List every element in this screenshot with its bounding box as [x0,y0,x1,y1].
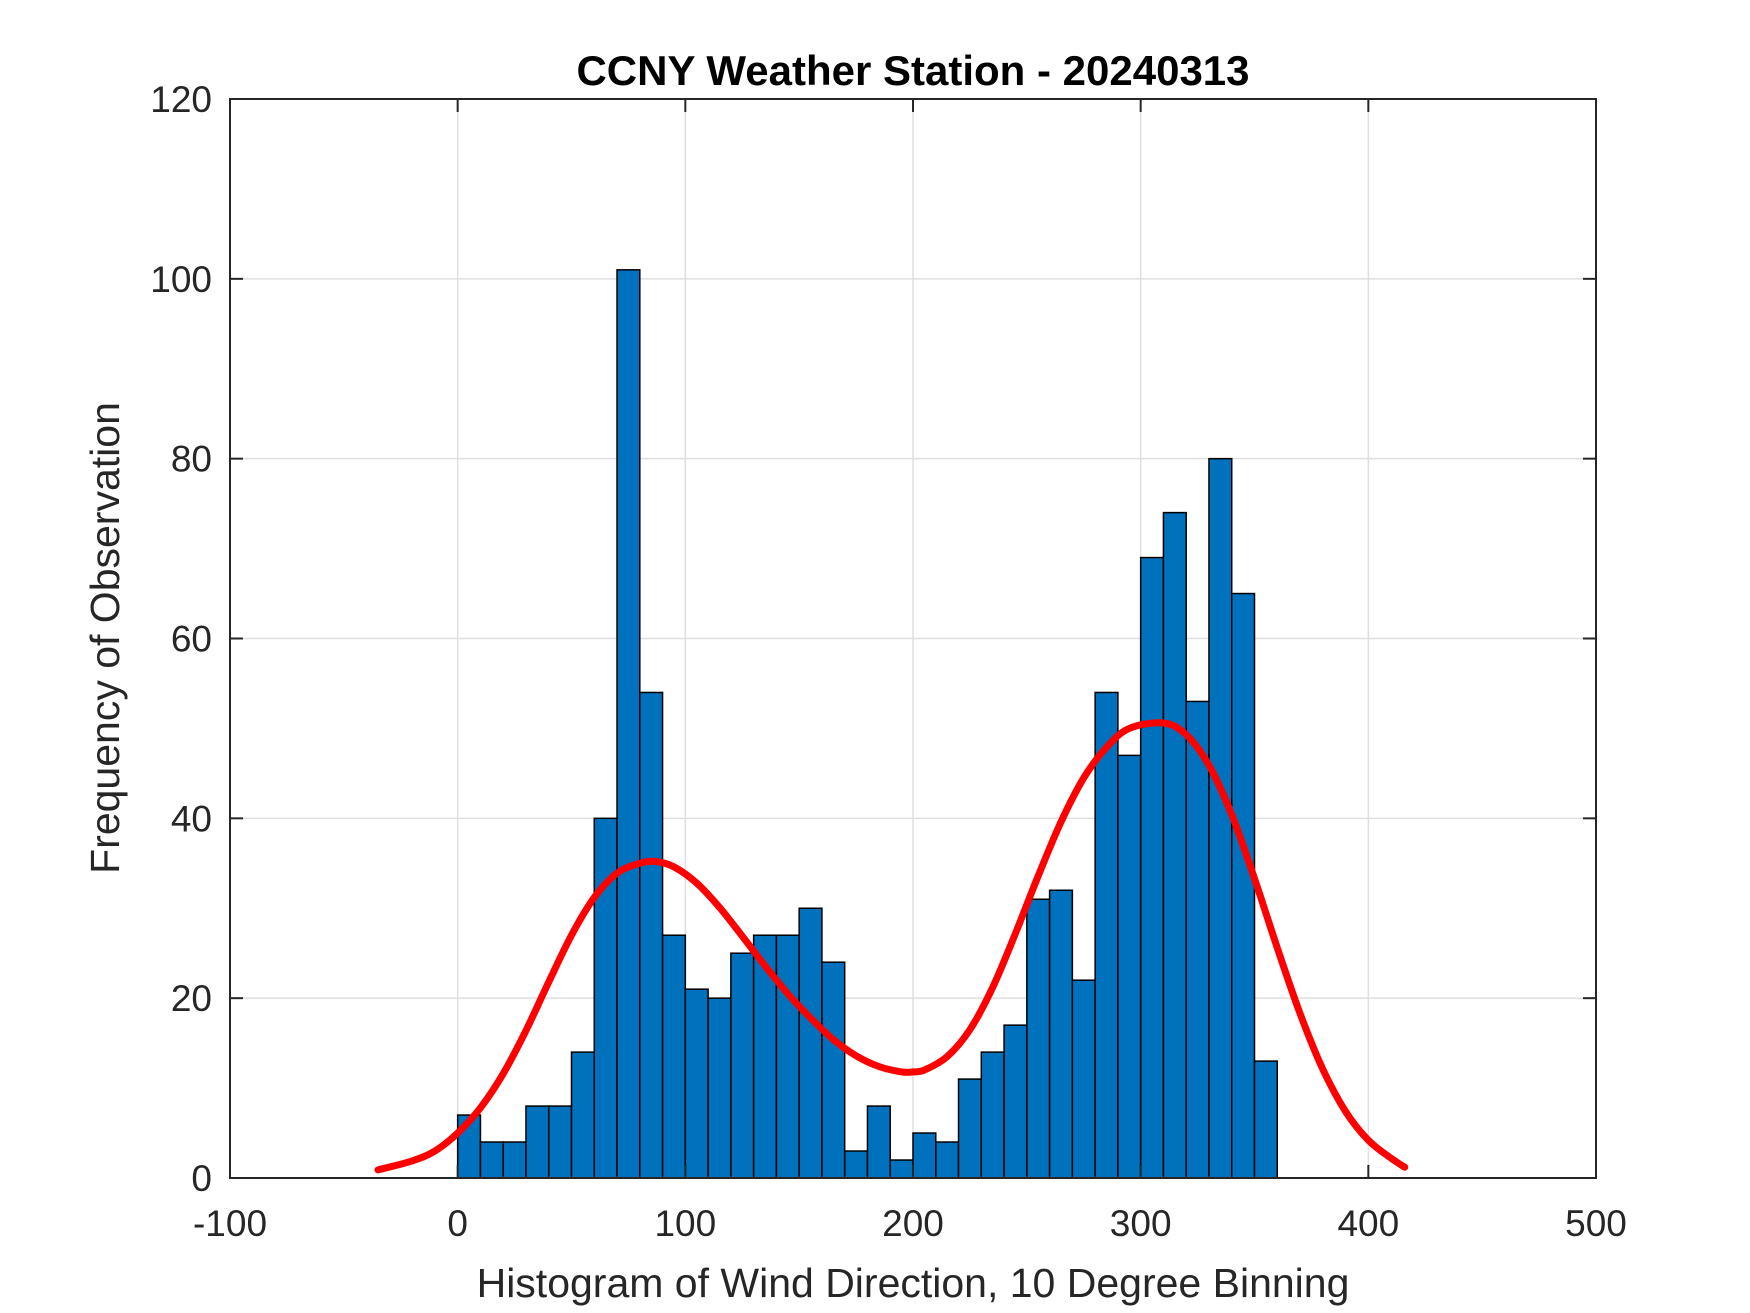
histogram-bar [661,934,687,1179]
x-tick-label: 400 [1337,1203,1399,1244]
histogram-bar [775,934,800,1179]
histogram-bar [821,961,846,1179]
tick-marks [229,98,1597,1179]
histogram-bar [1139,556,1165,1179]
histogram-bar [707,997,732,1179]
histogram-bar [1253,1060,1279,1179]
histogram-bar [479,1141,504,1179]
x-tick-label: 100 [654,1203,716,1244]
x-tick-label: 0 [447,1203,468,1244]
x-tick-labels: -100 0 100 200 300 400 500 [193,1203,1627,1244]
y-tick-label: 40 [171,798,212,839]
histogram-bar [1117,754,1142,1179]
y-tick-label: 20 [171,978,212,1019]
histogram-bar [502,1141,527,1179]
y-tick-label: 60 [171,619,212,660]
fit-curve-layer [374,719,1409,1174]
y-tick-label: 0 [191,1158,212,1199]
histogram-bar [1162,511,1187,1179]
y-tick-label: 120 [150,79,212,120]
histogram-bar [843,1150,869,1179]
histogram-bar [1003,1024,1028,1179]
x-tick-label: 200 [882,1203,944,1244]
histogram-bars [456,269,1279,1179]
histogram-bar [798,907,823,1179]
y-tick-label: 80 [171,439,212,480]
histogram-bar [730,952,755,1179]
histogram-bar [957,1078,983,1179]
histogram-bar [1026,898,1051,1179]
chart-title: CCNY Weather Station - 20240313 [576,47,1249,94]
fit-curve-line [374,719,1409,1174]
x-tick-label: -100 [193,1203,267,1244]
histogram-bar [1208,457,1233,1179]
histogram-bar [1048,889,1074,1179]
histogram-bar [547,1105,573,1179]
histogram-bar [912,1132,937,1179]
x-tick-label: 300 [1110,1203,1172,1244]
histogram-bar [639,691,664,1179]
histogram-bar [1094,691,1119,1179]
histogram-bar [980,1051,1005,1179]
histogram-bar [935,1141,960,1179]
histogram-bar [1230,592,1256,1179]
histogram-bar [866,1105,891,1179]
histogram-bar [889,1159,914,1179]
histogram-bar [684,988,709,1179]
histogram-bar [616,269,641,1179]
x-axis-label: Histogram of Wind Direction, 10 Degree B… [477,1260,1350,1306]
histogram-bar [1185,700,1210,1179]
histogram-bar [525,1105,550,1179]
y-tick-label: 100 [150,259,212,300]
x-tick-label: 500 [1565,1203,1627,1244]
y-tick-labels: 0 20 40 60 80 100 120 [150,79,212,1199]
histogram-bar [570,1051,596,1179]
y-axis-label: Frequency of Observation [82,402,128,874]
histogram-bar [1071,979,1096,1179]
